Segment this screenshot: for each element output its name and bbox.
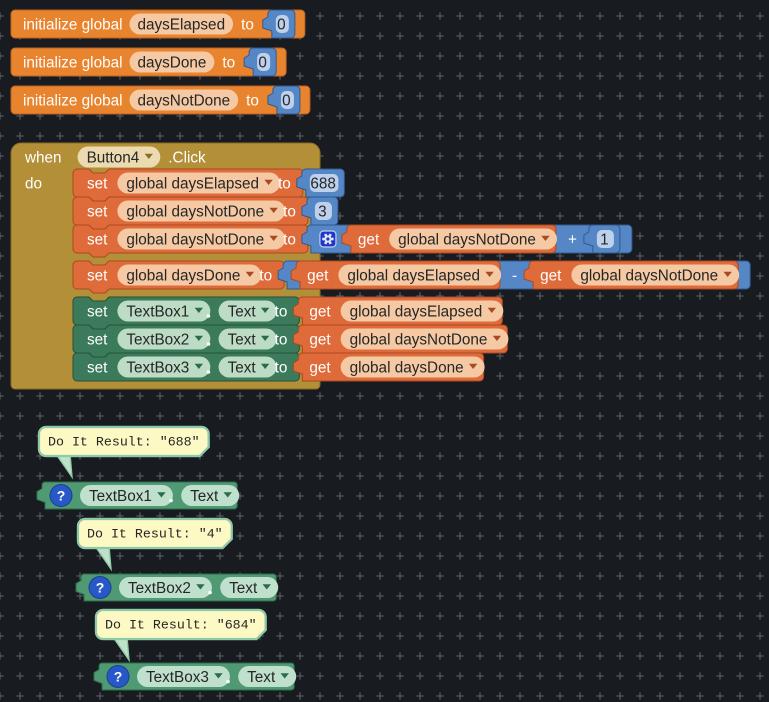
svg-text:TextBox3: TextBox3 (126, 359, 189, 376)
svg-text:global daysNotDone: global daysNotDone (398, 231, 536, 248)
svg-text:Button4: Button4 (87, 149, 140, 166)
svg-text:to: to (283, 231, 296, 248)
svg-text:set: set (87, 331, 108, 348)
svg-text:set: set (87, 231, 108, 248)
svg-text:set: set (87, 303, 108, 320)
svg-text:to: to (278, 175, 291, 192)
svg-text:global daysDone: global daysDone (126, 267, 240, 284)
svg-text:0: 0 (258, 55, 267, 72)
svg-text:global daysNotDone: global daysNotDone (126, 203, 264, 220)
svg-text:1: 1 (600, 232, 609, 249)
svg-text:global daysElapsed: global daysElapsed (126, 175, 259, 192)
svg-text:Text: Text (190, 488, 219, 505)
svg-text:to: to (275, 359, 288, 376)
svg-text:?: ? (57, 488, 66, 504)
svg-text:?: ? (96, 580, 105, 596)
svg-text:-: - (512, 267, 517, 284)
svg-text:Text: Text (228, 359, 257, 376)
svg-text:set: set (87, 203, 108, 220)
svg-text:to: to (222, 54, 235, 71)
svg-text:daysNotDone: daysNotDone (137, 92, 230, 109)
svg-text:global daysNotDone: global daysNotDone (126, 231, 264, 248)
svg-text:688: 688 (310, 176, 336, 193)
svg-text:when: when (24, 149, 62, 166)
svg-text:TextBox2: TextBox2 (128, 580, 191, 597)
svg-text:get: get (358, 231, 380, 248)
svg-text:set: set (87, 175, 108, 192)
svg-text:TextBox3: TextBox3 (146, 669, 209, 686)
svg-text:get: get (309, 331, 331, 348)
svg-text:TextBox2: TextBox2 (126, 331, 189, 348)
svg-text:set: set (87, 359, 108, 376)
svg-text:global daysNotDone: global daysNotDone (580, 267, 718, 284)
svg-text:+: + (568, 231, 577, 248)
svg-text:to: to (283, 203, 296, 220)
svg-text:TextBox1: TextBox1 (126, 303, 189, 320)
svg-text:Do It Result: "4": Do It Result: "4" (87, 527, 223, 542)
svg-text:to: to (246, 92, 259, 109)
svg-text:to: to (275, 331, 288, 348)
svg-text:3: 3 (318, 204, 327, 221)
svg-text:global daysDone: global daysDone (350, 359, 464, 376)
svg-text:daysElapsed: daysElapsed (137, 16, 225, 33)
svg-text:do: do (25, 175, 42, 192)
svg-text:global daysElapsed: global daysElapsed (347, 267, 480, 284)
svg-text:Text: Text (247, 669, 276, 686)
svg-text:TextBox1: TextBox1 (89, 488, 152, 505)
svg-text:initialize global: initialize global (23, 16, 123, 33)
svg-text:global daysNotDone: global daysNotDone (350, 331, 488, 348)
svg-text:global daysElapsed: global daysElapsed (350, 303, 483, 320)
svg-text:initialize global: initialize global (23, 54, 123, 71)
svg-text:Text: Text (229, 580, 258, 597)
svg-text:Text: Text (228, 303, 257, 320)
svg-text:set: set (87, 267, 108, 284)
svg-text:?: ? (114, 669, 123, 685)
svg-text:0: 0 (282, 93, 291, 110)
svg-text:to: to (275, 303, 288, 320)
svg-text:to: to (241, 16, 254, 33)
svg-text:Do It Result: "684": Do It Result: "684" (105, 618, 257, 633)
svg-text:Do It Result: "688": Do It Result: "688" (48, 435, 200, 450)
svg-text:to: to (259, 267, 272, 284)
svg-text:0: 0 (277, 17, 286, 34)
svg-text:get: get (309, 303, 331, 320)
svg-text:get: get (540, 267, 562, 284)
svg-text:initialize global: initialize global (23, 92, 123, 109)
svg-text:daysDone: daysDone (137, 54, 206, 71)
svg-text:get: get (307, 267, 329, 284)
svg-text:get: get (309, 359, 331, 376)
svg-text:Text: Text (228, 331, 257, 348)
svg-text:.Click: .Click (168, 149, 206, 166)
